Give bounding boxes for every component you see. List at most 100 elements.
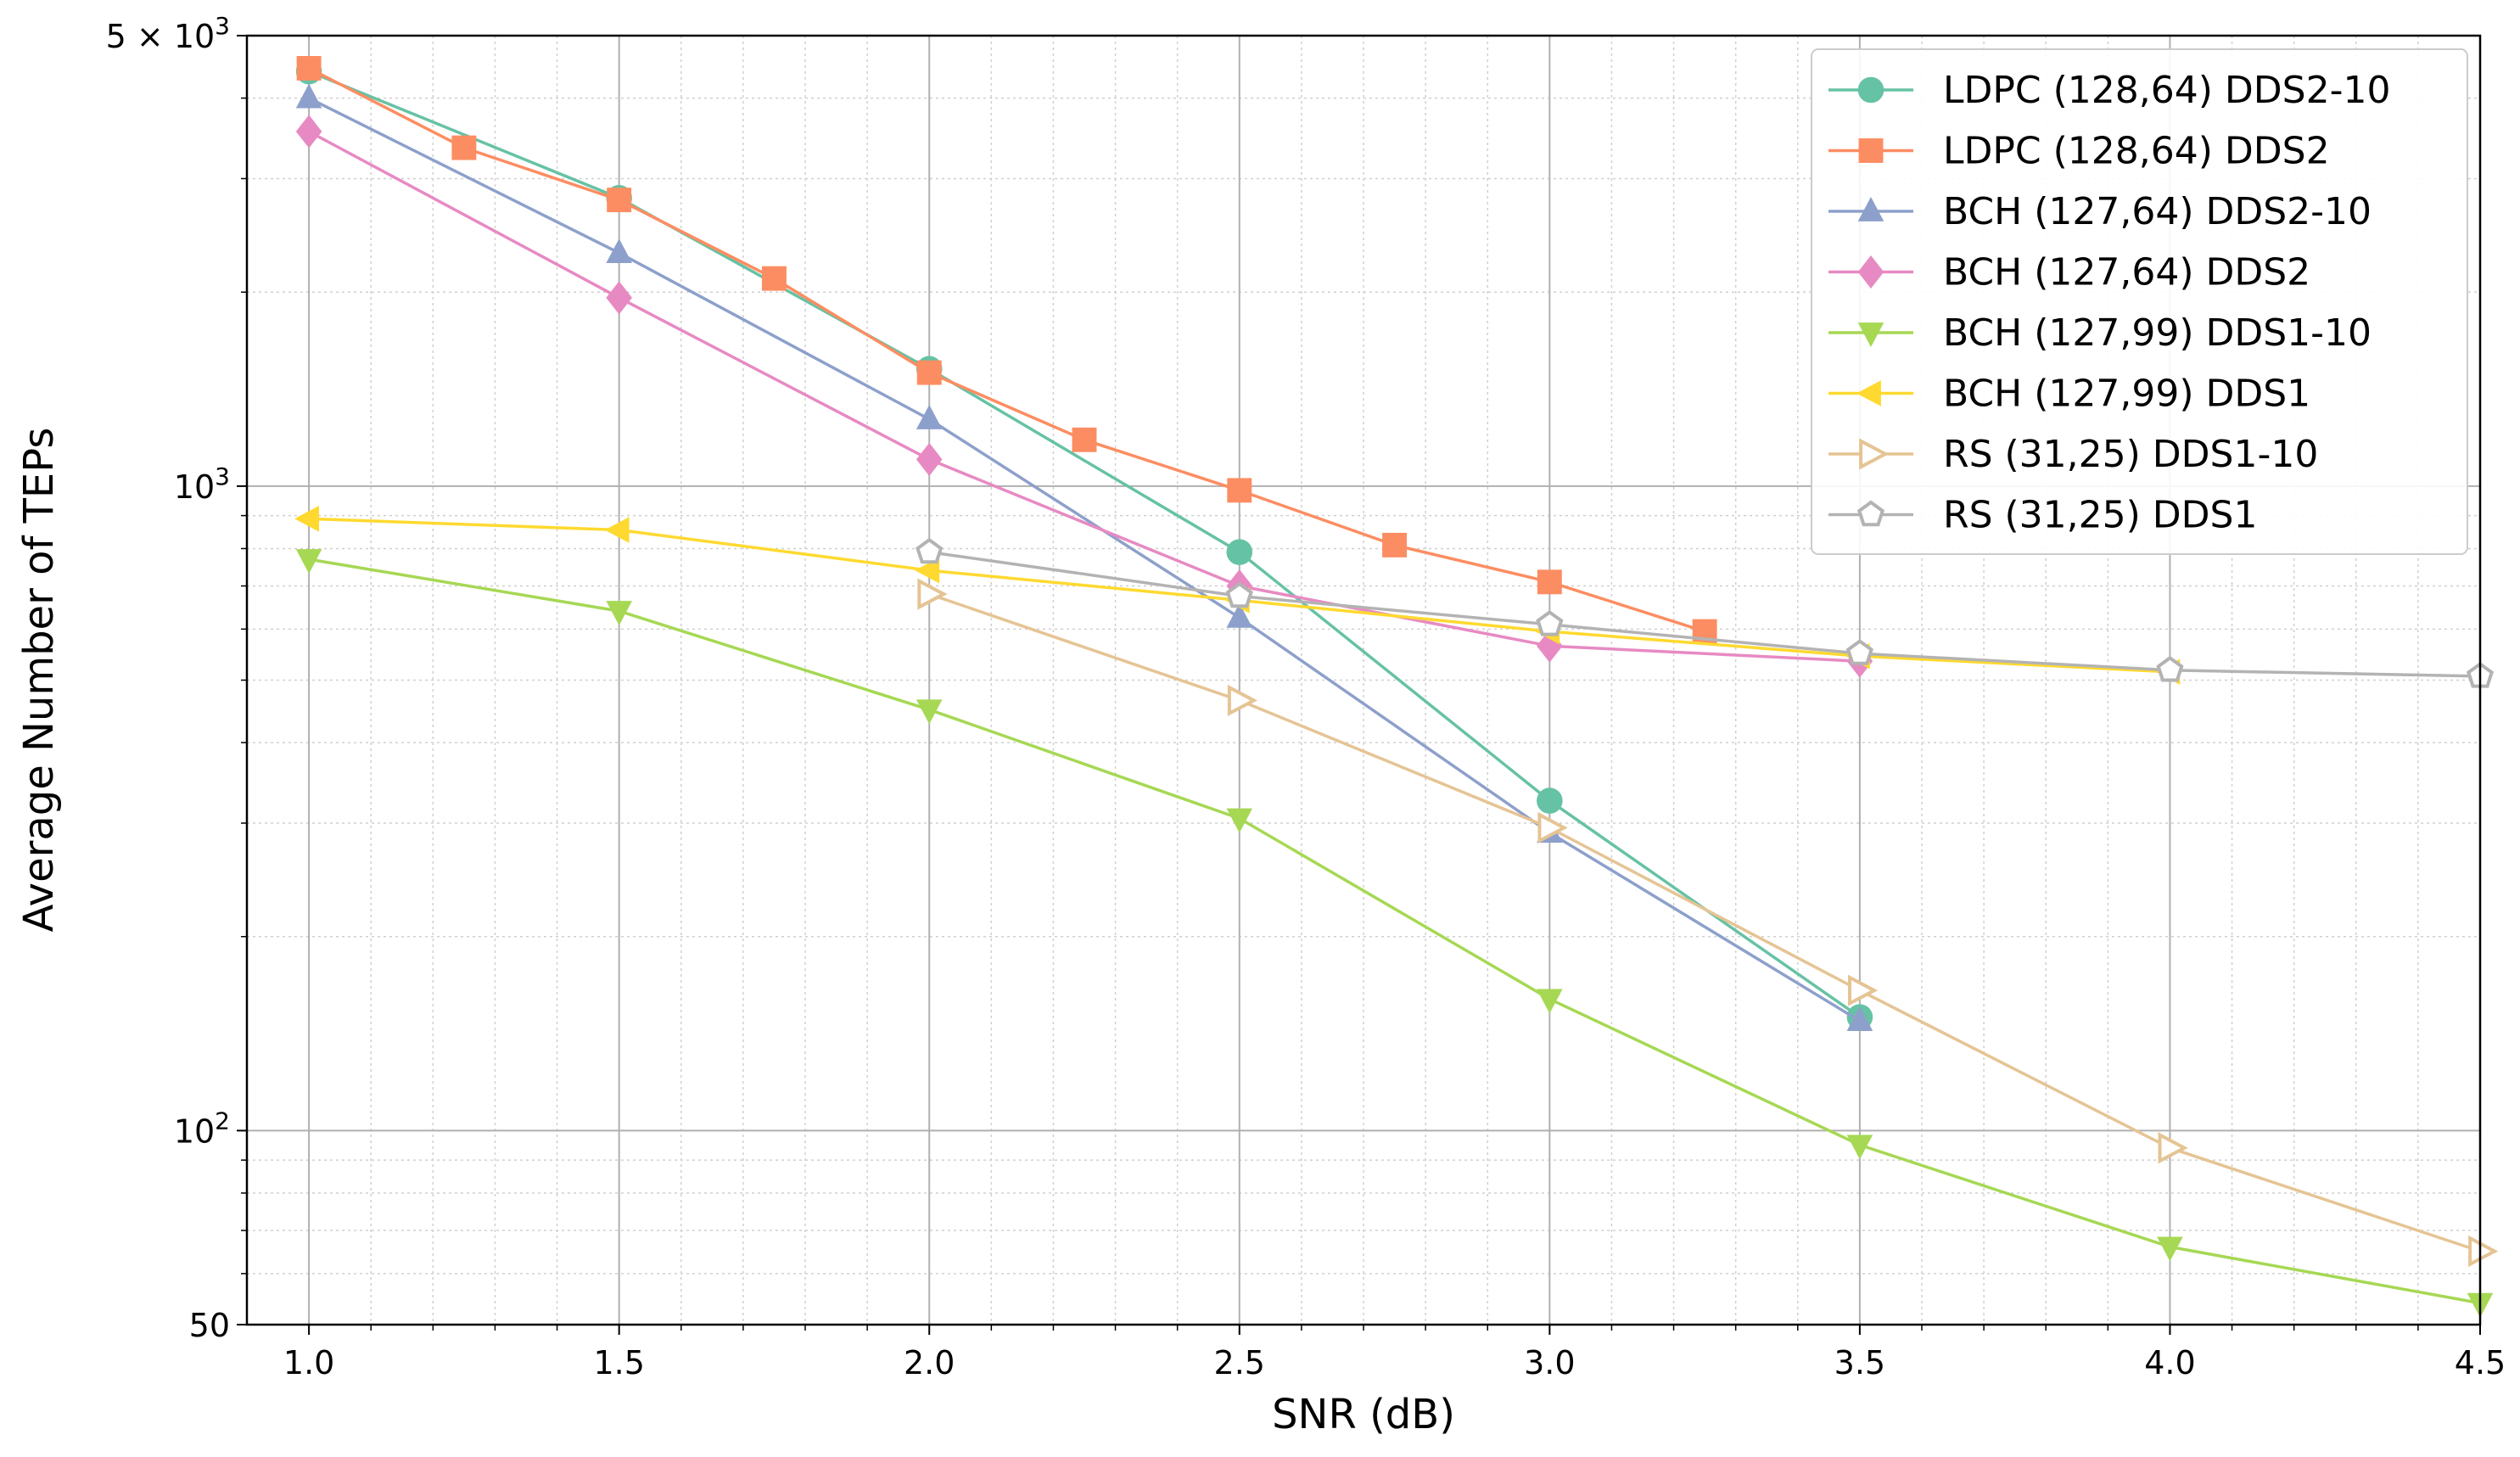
data-point bbox=[1382, 532, 1408, 558]
legend-marker bbox=[1857, 76, 1884, 104]
legend-marker bbox=[1857, 255, 1884, 289]
legend-label: BCH (127,99) DDS1-10 bbox=[1943, 311, 2372, 355]
data-point bbox=[1225, 581, 1253, 608]
data-point bbox=[2156, 655, 2184, 682]
data-point bbox=[296, 55, 322, 81]
y-tick-base: 50 bbox=[189, 1307, 230, 1344]
legend-frame bbox=[1811, 48, 2468, 555]
data-point bbox=[1847, 974, 1879, 1006]
y-tick-label: 5 × 103 bbox=[106, 12, 230, 55]
data-point bbox=[604, 517, 630, 543]
series-2 bbox=[295, 83, 1873, 1031]
data-point bbox=[295, 115, 322, 149]
series-line bbox=[308, 97, 1861, 1023]
y-axis-label: Average Number of TEPs bbox=[15, 428, 63, 933]
data-point bbox=[916, 537, 944, 564]
legend-marker bbox=[1859, 438, 1890, 470]
legend-marker bbox=[1858, 138, 1884, 163]
data-point bbox=[916, 699, 943, 725]
y-tick-base: 10 bbox=[174, 1112, 215, 1150]
data-point bbox=[1072, 427, 1097, 452]
series-3 bbox=[295, 115, 1873, 678]
y-tick-label: 103 bbox=[174, 462, 230, 506]
data-point bbox=[1227, 478, 1252, 503]
data-point bbox=[1536, 610, 1564, 636]
data-point bbox=[295, 83, 322, 109]
data-point bbox=[294, 506, 320, 532]
x-axis-label: SNR (dB) bbox=[1272, 1391, 1455, 1438]
data-point bbox=[1845, 639, 1873, 665]
data-point bbox=[1537, 811, 1568, 844]
data-point bbox=[1537, 569, 1562, 595]
legend-label: RS (31,25) DDS1-10 bbox=[1943, 433, 2318, 476]
data-point bbox=[1537, 989, 1563, 1014]
y-tick-base: 10 bbox=[174, 468, 215, 506]
x-tick-label: 1.0 bbox=[283, 1344, 334, 1381]
x-tick-label: 4.5 bbox=[2455, 1344, 2506, 1381]
data-point bbox=[2157, 1236, 2183, 1262]
data-point bbox=[917, 578, 948, 610]
data-point bbox=[295, 549, 322, 574]
data-point bbox=[2158, 1132, 2188, 1164]
legend-item: BCH (127,64) DDS2 bbox=[1828, 251, 2310, 294]
legend-marker bbox=[1856, 380, 1881, 406]
y-tick-label: 102 bbox=[174, 1107, 230, 1150]
data-point bbox=[1846, 1135, 1873, 1160]
series-line bbox=[308, 130, 1860, 663]
legend: LDPC (128,64) DDS2-10 LDPC (128,64) DDS2 B… bbox=[1811, 48, 2468, 555]
data-point bbox=[2468, 1235, 2499, 1268]
legend-label: BCH (127,64) DDS2 bbox=[1943, 251, 2310, 294]
legend-label: LDPC (128,64) DDS2 bbox=[1943, 130, 2330, 173]
data-point bbox=[1226, 602, 1253, 628]
series-line bbox=[928, 592, 2481, 1253]
series-6 bbox=[917, 578, 2499, 1268]
series-line bbox=[928, 550, 2481, 678]
legend-item: LDPC (128,64) DDS2 bbox=[1828, 130, 2330, 173]
data-point bbox=[916, 360, 942, 385]
series-line bbox=[308, 66, 1705, 633]
data-point bbox=[1846, 1006, 1873, 1031]
legend-marker bbox=[1857, 322, 1884, 347]
legend-label: RS (31,25) DDS1 bbox=[1943, 494, 2257, 537]
series-line bbox=[308, 70, 1861, 1019]
y-tick-exponent: 3 bbox=[215, 12, 230, 40]
legend-item: BCH (127,99) DDS1-10 bbox=[1828, 311, 2372, 355]
series-layer bbox=[294, 55, 2499, 1318]
legend-item: LDPC (128,64) DDS2-10 bbox=[1828, 69, 2390, 112]
data-point bbox=[606, 601, 632, 626]
legend-item: BCH (127,64) DDS2-10 bbox=[1828, 190, 2372, 233]
data-point bbox=[916, 405, 943, 429]
data-point bbox=[761, 266, 787, 291]
legend-label: LDPC (128,64) DDS2-10 bbox=[1943, 69, 2390, 112]
legend-label: BCH (127,99) DDS1 bbox=[1943, 373, 2310, 416]
data-point bbox=[606, 238, 632, 264]
data-point bbox=[916, 442, 943, 476]
data-point bbox=[606, 281, 632, 315]
data-point bbox=[1227, 684, 1258, 717]
data-point bbox=[451, 135, 477, 160]
legend-item: RS (31,25) DDS1 bbox=[1828, 494, 2257, 537]
data-point bbox=[1226, 808, 1253, 833]
x-tick-label: 4.0 bbox=[2144, 1344, 2195, 1381]
x-tick-label: 2.0 bbox=[904, 1344, 955, 1381]
legend-item: BCH (127,99) DDS1 bbox=[1828, 373, 2310, 416]
series-1 bbox=[296, 55, 1717, 644]
y-tick-exponent: 2 bbox=[215, 1107, 230, 1135]
x-tick-label: 3.0 bbox=[1524, 1344, 1575, 1381]
legend-marker bbox=[1856, 500, 1885, 527]
x-tick-label: 2.5 bbox=[1214, 1344, 1265, 1381]
data-point bbox=[1537, 787, 1563, 814]
x-tick-label: 1.5 bbox=[593, 1344, 644, 1381]
y-tick-base: 5 × 10 bbox=[106, 18, 216, 55]
data-point bbox=[915, 557, 940, 584]
legend-label: BCH (127,64) DDS2-10 bbox=[1943, 190, 2372, 233]
y-tick-exponent: 3 bbox=[215, 462, 230, 490]
data-point bbox=[1226, 539, 1253, 565]
y-tick-label: 50 bbox=[189, 1307, 230, 1344]
data-point bbox=[607, 188, 632, 213]
x-tick-label: 3.5 bbox=[1834, 1344, 1885, 1381]
legend-item: RS (31,25) DDS1-10 bbox=[1828, 433, 2318, 476]
series-line bbox=[308, 558, 2481, 1305]
